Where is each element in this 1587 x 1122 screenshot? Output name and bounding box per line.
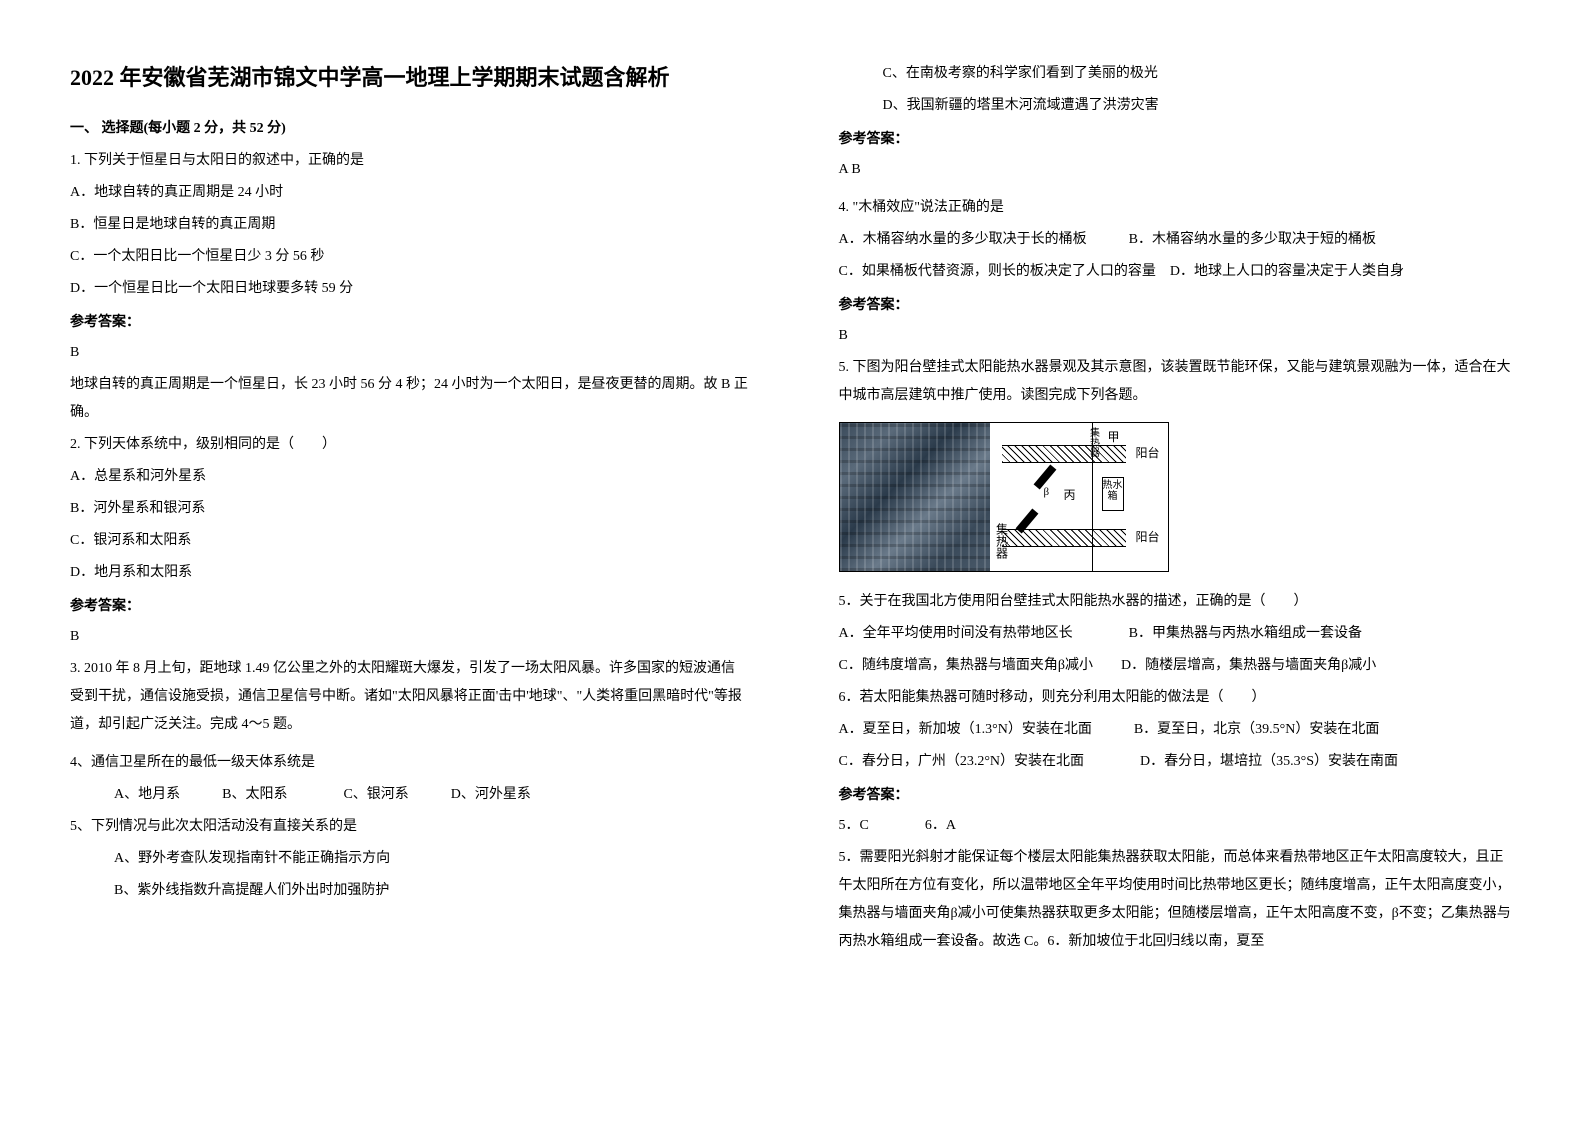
q5s-q5-line2: C．随纬度增高，集热器与墙面夹角β减小 D．随楼层增高，集热器与墙面夹角β减小 — [839, 652, 1518, 680]
label-jia: 甲 — [1107, 431, 1119, 443]
q5s-answer-label: 参考答案： — [839, 782, 1518, 810]
q3-5-opt-d: D、我国新疆的塔里木河流域遭遇了洪涝灾害 — [839, 92, 1518, 120]
q1-opt-c: C．一个太阳日比一个恒星日少 3 分 56 秒 — [70, 243, 749, 271]
balcony-label-bottom: 阳台 — [1133, 531, 1161, 543]
doc-title: 2022 年安徽省芜湖市锦文中学高一地理上学期期末试题含解析 — [70, 60, 749, 95]
water-tank: 热水箱 — [1102, 477, 1124, 511]
building-photo — [840, 423, 990, 571]
q1-answer: B — [70, 339, 749, 367]
q2-opt-a: A．总星系和河外星系 — [70, 463, 749, 491]
q2-answer: B — [70, 623, 749, 651]
q3-intro: 3. 2010 年 8 月上旬，距地球 1.49 亿公里之外的太阳耀斑大爆发，引… — [70, 655, 749, 739]
q1-opt-d: D．一个恒星日比一个太阳日地球要多转 59 分 — [70, 275, 749, 303]
q3-5-opt-a: A、野外考查队发现指南针不能正确指示方向 — [70, 845, 749, 873]
q5s-explain: 5．需要阳光斜射才能保证每个楼层太阳能集热器获取太阳能，而总体来看热带地区正午太… — [839, 844, 1518, 956]
q1-opt-a: A．地球自转的真正周期是 24 小时 — [70, 179, 749, 207]
q2-stem: 2. 下列天体系统中，级别相同的是（ ） — [70, 431, 749, 459]
label-bing: 丙 — [1064, 489, 1076, 501]
q3-answer: A B — [839, 156, 1518, 184]
q2-opt-d: D．地月系和太阳系 — [70, 559, 749, 587]
label-yi: 集热器 — [996, 523, 1008, 559]
q5s-q5-line1: A．全年平均使用时间没有热带地区长 B．甲集热器与丙热水箱组成一套设备 — [839, 620, 1518, 648]
solar-heater-figure: 阳台 阳台 热水箱 β 甲 集热器 丙 集热器 — [839, 422, 1169, 572]
balcony-label-top: 阳台 — [1133, 447, 1161, 459]
q4b-stem: 4. "木桶效应"说法正确的是 — [839, 194, 1518, 222]
q5s-q6-line1: A．夏至日，新加坡（1.3°N）安装在北面 B．夏至日，北京（39.5°N）安装… — [839, 716, 1518, 744]
q3-5-opt-c: C、在南极考察的科学家们看到了美丽的极光 — [839, 60, 1518, 88]
q2-answer-label: 参考答案： — [70, 593, 749, 621]
angle-beta: β — [1044, 481, 1050, 503]
q3-answer-label: 参考答案： — [839, 126, 1518, 154]
q1-opt-b: B．恒星日是地球自转的真正周期 — [70, 211, 749, 239]
q3-4-stem: 4、通信卫星所在的最低一级天体系统是 — [70, 749, 749, 777]
q2-opt-c: C．银河系和太阳系 — [70, 527, 749, 555]
q4b-line1: A．木桶容纳水量的多少取决于长的桶板 B．木桶容纳水量的多少取决于短的桶板 — [839, 226, 1518, 254]
balcony-top — [1002, 445, 1126, 463]
q1-stem: 1. 下列关于恒星日与太阳日的叙述中，正确的是 — [70, 147, 749, 175]
q3-5-stem: 5、下列情况与此次太阳活动没有直接关系的是 — [70, 813, 749, 841]
q5s-answer: 5．C 6．A — [839, 812, 1518, 840]
q4b-answer: B — [839, 322, 1518, 350]
q5s-intro: 5. 下图为阳台壁挂式太阳能热水器景观及其示意图，该装置既节能环保，又能与建筑景… — [839, 354, 1518, 410]
q5s-q5-stem: 5．关于在我国北方使用阳台壁挂式太阳能热水器的描述，正确的是（ ） — [839, 588, 1518, 616]
right-column: C、在南极考察的科学家们看到了美丽的极光 D、我国新疆的塔里木河流域遭遇了洪涝灾… — [839, 60, 1518, 1062]
q3-4-opts: A、地月系 B、太阳系 C、银河系 D、河外星系 — [70, 781, 749, 809]
q4b-line2: C．如果桶板代替资源，则长的板决定了人口的容量 D．地球上人口的容量决定于人类自… — [839, 258, 1518, 286]
section-heading: 一、 选择题(每小题 2 分，共 52 分) — [70, 115, 749, 143]
q1-answer-label: 参考答案： — [70, 309, 749, 337]
left-column: 2022 年安徽省芜湖市锦文中学高一地理上学期期末试题含解析 一、 选择题(每小… — [70, 60, 749, 1062]
label-collector-top: 集热器 — [1088, 427, 1098, 457]
schematic-diagram: 阳台 阳台 热水箱 β 甲 集热器 丙 集热器 — [990, 423, 1168, 571]
q1-explain: 地球自转的真正周期是一个恒星日，长 23 小时 56 分 4 秒；24 小时为一… — [70, 371, 749, 427]
q3-5-opt-b: B、紫外线指数升高提醒人们外出时加强防护 — [70, 877, 749, 905]
q4b-answer-label: 参考答案： — [839, 292, 1518, 320]
q2-opt-b: B．河外星系和银河系 — [70, 495, 749, 523]
q5s-q6-line2: C．春分日，广州（23.2°N）安装在北面 D．春分日，堪培拉（35.3°S）安… — [839, 748, 1518, 776]
q5s-q6-stem: 6．若太阳能集热器可随时移动，则充分利用太阳能的做法是（ ） — [839, 684, 1518, 712]
